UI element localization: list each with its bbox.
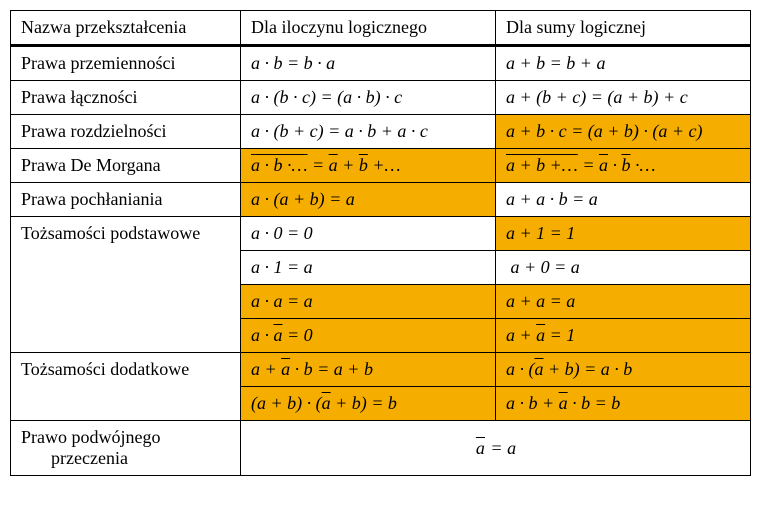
law-sum: a + 0 = a [496, 251, 751, 285]
row-absorption: Prawa pochłaniania a · (a + b) = a a + a… [11, 183, 751, 217]
row-basic-identities-1: Tożsamości podstawowe a · 0 = 0 a + 1 = … [11, 217, 751, 251]
law-name: Prawa łączności [11, 81, 241, 115]
formula: a · b ·… = a + b +… [251, 155, 400, 175]
formula: a · (a + b) = a [251, 189, 355, 209]
law-sum: a + b +… = a · b ·… [496, 149, 751, 183]
law-product: a · (b + c) = a · b + a · c [241, 115, 496, 149]
law-sum: a + a = 1 [496, 319, 751, 353]
formula: a · b = b · a [251, 53, 335, 73]
law-sum: a + b · c = (a + b) · (a + c) [496, 115, 751, 149]
formula: a + a = a [506, 291, 575, 311]
formula: a + a = 1 [506, 325, 575, 345]
law-product: a · (b · c) = (a · b) · c [241, 81, 496, 115]
col-header-sum: Dla sumy logicznej [496, 11, 751, 46]
formula: a + b +… = a · b ·… [506, 155, 655, 175]
formula: a · (b · c) = (a · b) · c [251, 87, 402, 107]
table-header-row: Nazwa przekształcenia Dla iloczynu logic… [11, 11, 751, 46]
row-distributivity: Prawa rozdzielności a · (b + c) = a · b … [11, 115, 751, 149]
row-de-morgan: Prawa De Morgana a · b ·… = a + b +… a +… [11, 149, 751, 183]
law-sum: a + b = b + a [496, 46, 751, 81]
col-header-product: Dla iloczynu logicznego [241, 11, 496, 46]
formula: a + b = b + a [506, 53, 605, 73]
formula: a = a [475, 438, 516, 458]
law-product: a + a · b = a + b [241, 353, 496, 387]
formula: a · a = a [251, 291, 313, 311]
formula: a · a = 0 [251, 325, 313, 345]
law-name: Prawa rozdzielności [11, 115, 241, 149]
formula: a · (a + b) = a · b [506, 359, 632, 379]
law-product: a · 1 = a [241, 251, 496, 285]
law-product: a · a = a [241, 285, 496, 319]
law-product: a · (a + b) = a [241, 183, 496, 217]
row-double-negation: Prawo podwójnegoprzeczenia a = a [11, 421, 751, 476]
col-header-name: Nazwa przekształcenia [11, 11, 241, 46]
formula: a · (b + c) = a · b + a · c [251, 121, 428, 141]
law-product: a · b = b · a [241, 46, 496, 81]
formula: a + (b + c) = (a + b) + c [506, 87, 688, 107]
law-product: (a + b) · (a + b) = b [241, 387, 496, 421]
law-sum: a + 1 = 1 [496, 217, 751, 251]
formula: a + a · b = a [506, 189, 598, 209]
law-product: a · b ·… = a + b +… [241, 149, 496, 183]
formula: a · 1 = a [251, 257, 313, 277]
formula: a · 0 = 0 [251, 223, 313, 243]
law-sum: a + a = a [496, 285, 751, 319]
row-commutativity: Prawa przemienności a · b = b · a a + b … [11, 46, 751, 81]
law-name: Prawa pochłaniania [11, 183, 241, 217]
law-name: Prawa De Morgana [11, 149, 241, 183]
law-name: Tożsamości dodatkowe [11, 353, 241, 421]
law-sum: a · (a + b) = a · b [496, 353, 751, 387]
law-product: a · 0 = 0 [241, 217, 496, 251]
boolean-laws-table: Nazwa przekształcenia Dla iloczynu logic… [10, 10, 751, 476]
law-name-line2: przeczenia [21, 448, 128, 468]
law-sum: a + (b + c) = (a + b) + c [496, 81, 751, 115]
law-name: Prawa przemienności [11, 46, 241, 81]
law-sum: a · b + a · b = b [496, 387, 751, 421]
law-product: a · a = 0 [241, 319, 496, 353]
formula: a + b · c = (a + b) · (a + c) [506, 121, 703, 141]
formula: a + 1 = 1 [506, 223, 575, 243]
formula: a + a · b = a + b [251, 359, 373, 379]
law-name: Tożsamości podstawowe [11, 217, 241, 353]
law-name: Prawo podwójnegoprzeczenia [11, 421, 241, 476]
law-merged: a = a [241, 421, 751, 476]
formula: a · b + a · b = b [506, 393, 620, 413]
formula: (a + b) · (a + b) = b [251, 393, 397, 413]
formula: a + 0 = a [506, 257, 580, 277]
law-sum: a + a · b = a [496, 183, 751, 217]
row-associativity: Prawa łączności a · (b · c) = (a · b) · … [11, 81, 751, 115]
row-additional-identities-1: Tożsamości dodatkowe a + a · b = a + b a… [11, 353, 751, 387]
